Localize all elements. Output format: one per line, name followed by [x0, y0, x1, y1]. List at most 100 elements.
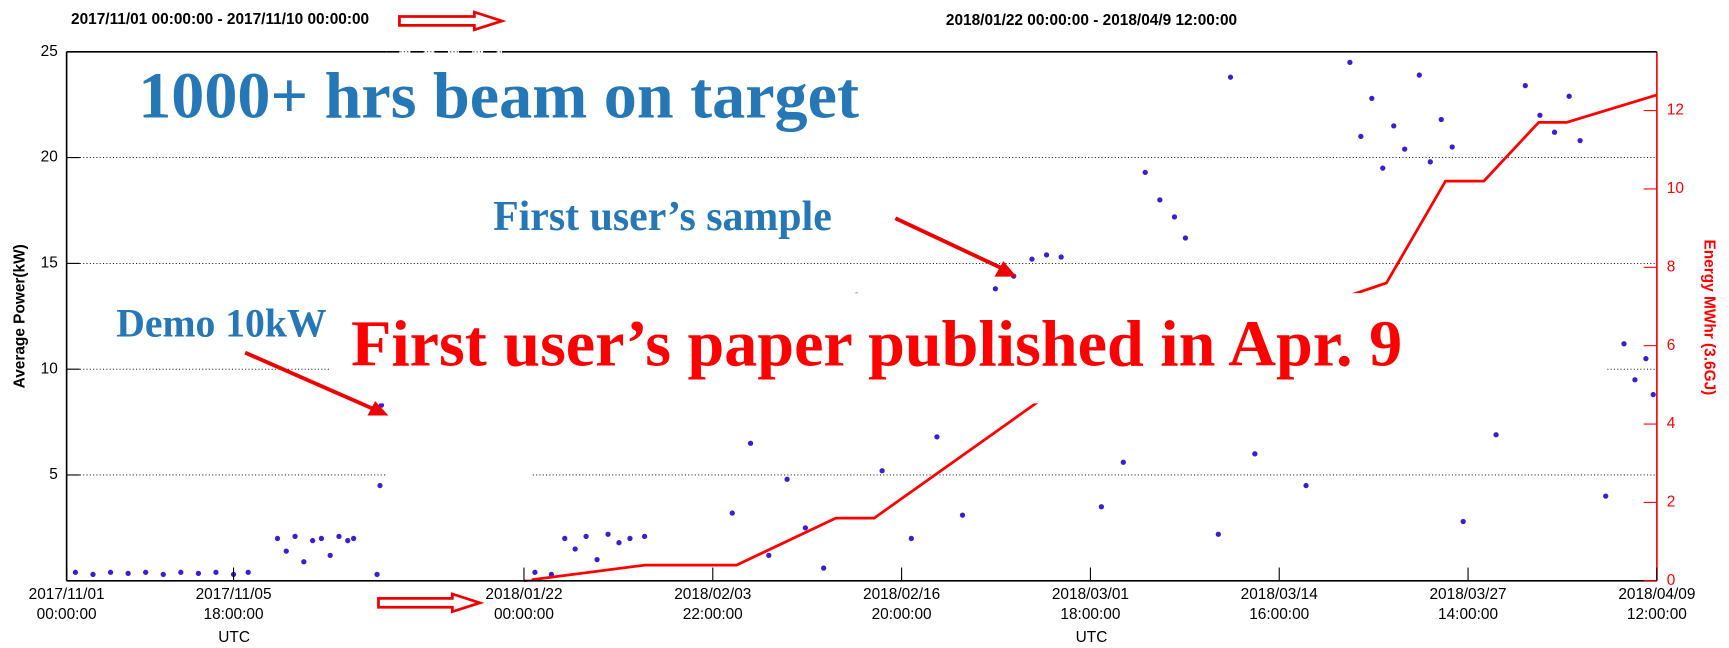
arrow-head [994, 261, 1017, 277]
data-point [562, 535, 568, 542]
data-point [143, 569, 149, 575]
y2-tick-label: 10 [1667, 180, 1684, 197]
y2-tick-label: 6 [1667, 337, 1676, 354]
y-axis-label: Average Power(kW) [11, 244, 28, 388]
data-point [213, 569, 219, 575]
x-axis-label: UTC [1076, 629, 1108, 646]
arrow [894, 216, 1007, 272]
headline: 1000+ hrs beam on target [138, 60, 859, 133]
y-tick-label: 25 [41, 43, 58, 60]
data-point [572, 546, 578, 552]
data-point [879, 468, 885, 474]
y-tick-label: 5 [49, 466, 58, 483]
data-point [1380, 165, 1386, 171]
panel-title: 2017/11/01 00:00:00 - 2017/11/10 00:00:0… [71, 11, 369, 28]
data-point [616, 540, 622, 546]
data-point [934, 434, 940, 440]
data-point [1043, 252, 1050, 258]
data-point [1142, 169, 1148, 176]
data-point [1650, 391, 1656, 398]
data-point [1416, 72, 1422, 78]
data-point [292, 533, 298, 539]
arrow-head [367, 401, 389, 416]
data-point [1058, 254, 1064, 260]
y2-tick-label: 12 [1667, 102, 1684, 119]
data-point [1120, 459, 1126, 465]
text-layer: 2017/11/01 00:00:00 - 2017/11/10 00:00:0… [11, 11, 1717, 646]
data-point [992, 286, 999, 292]
annotation: First user’s sample [493, 194, 832, 240]
data-point [1347, 59, 1353, 66]
data-point [374, 571, 380, 578]
mask [331, 297, 343, 364]
data-point [1391, 123, 1397, 129]
data-point [107, 569, 114, 575]
annotation: Demo 10kW [116, 301, 327, 345]
data-point [378, 402, 385, 408]
arrow [244, 350, 382, 414]
data-point [1098, 504, 1105, 510]
data-point [1157, 197, 1163, 203]
data-point [766, 552, 772, 559]
data-point [195, 570, 202, 577]
x-tick-label: 2018/01/22 00:00:00 [485, 586, 562, 623]
data-point [1522, 83, 1528, 89]
x-tick-label: 2018/04/09 12:00:00 [1618, 586, 1695, 623]
data-point [747, 440, 754, 446]
x-tick-label: 2018/03/27 14:00:00 [1429, 586, 1506, 623]
data-point [1252, 451, 1258, 457]
data-point [1449, 144, 1455, 150]
data-point [605, 531, 611, 537]
data-point [1551, 129, 1558, 135]
data-point [1402, 146, 1408, 152]
y2-tick-label: 2 [1667, 493, 1676, 510]
data-point [1215, 531, 1221, 537]
data-point [309, 537, 316, 544]
data-point [274, 535, 281, 542]
data-point [336, 533, 342, 539]
mask [132, 61, 960, 139]
data-point [283, 548, 289, 554]
data-point [627, 535, 633, 542]
data-point [1427, 159, 1433, 165]
data-point [350, 535, 357, 542]
mask [386, 418, 532, 580]
x-tick-label: 2017/11/01 00:00:00 [29, 586, 105, 623]
data-point [1227, 74, 1234, 80]
data-point [1171, 214, 1178, 220]
data-point [1643, 355, 1649, 362]
y2-tick-label: 8 [1667, 258, 1676, 275]
panel-title: 2018/01/22 00:00:00 - 2018/04/9 12:00:00 [946, 12, 1237, 29]
arrow [398, 10, 507, 32]
data-point [318, 535, 325, 542]
data-point [377, 482, 383, 489]
x-tick-label: 2017/11/05 18:00:00 [196, 586, 272, 623]
data-point [90, 571, 96, 578]
y2-tick-label: 0 [1667, 572, 1676, 589]
y-tick-label: 20 [41, 149, 58, 166]
data-point [1460, 518, 1466, 525]
data-point [1029, 256, 1035, 262]
axes-layer: 5 10 15 20 25 0 2 4 6 8 10 12 2017/11/01 00:00:00 2017… [29, 10, 1695, 623]
mask [110, 306, 332, 351]
data-point [1632, 377, 1638, 383]
data-point [178, 569, 184, 575]
data-point [820, 565, 827, 571]
overlays [110, 61, 1608, 580]
data-point [245, 569, 251, 575]
x-tick-label: 2018/02/16 20:00:00 [863, 586, 940, 623]
data-point [908, 535, 914, 542]
data-point [72, 569, 79, 575]
data-point [1438, 116, 1444, 123]
data-point [1577, 138, 1583, 144]
x-tick-label: 2018/02/03 22:00:00 [674, 586, 751, 623]
mask [331, 293, 1608, 404]
annotation: First user’s paper published in Apr. 9 [351, 308, 1402, 381]
data-point [1621, 341, 1627, 347]
data-point [784, 476, 790, 482]
data-point [160, 571, 166, 578]
x-tick-label: 2018/03/01 18:00:00 [1052, 586, 1129, 623]
data-point [1603, 493, 1609, 499]
data-point [345, 537, 351, 544]
